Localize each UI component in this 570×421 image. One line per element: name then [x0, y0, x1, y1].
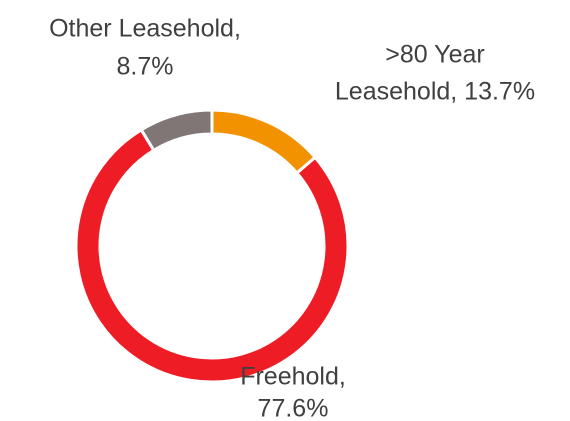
data-label: Other Leasehold, [49, 15, 241, 43]
donut-segment [139, 108, 214, 153]
data-label: 8.7% [117, 53, 174, 81]
data-label: >80 Year [385, 41, 484, 69]
donut-segment [74, 127, 350, 384]
data-label: Freehold, [240, 363, 346, 391]
data-label: 77.6% [258, 395, 329, 421]
data-label: Leasehold, 13.7% [335, 78, 535, 106]
donut-segment [210, 108, 318, 176]
